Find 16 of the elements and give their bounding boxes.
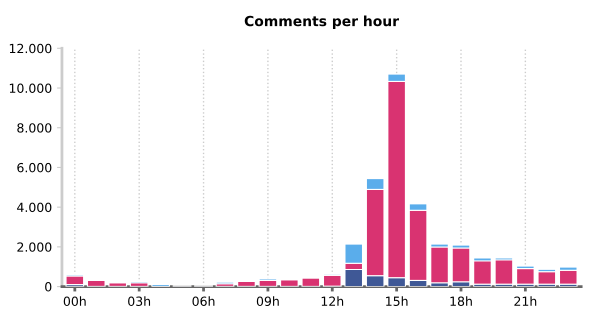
y-tick-label: 4.000 bbox=[17, 202, 52, 212]
x-tick-label: 21h bbox=[514, 296, 536, 306]
x-tick-label: 09h bbox=[256, 296, 279, 306]
y-tick-label: 8.000 bbox=[17, 123, 52, 133]
x-tick-label: 15h bbox=[386, 296, 408, 306]
y-tick-label: 10.000 bbox=[10, 83, 52, 93]
chart-title: Comments per hour bbox=[244, 16, 399, 29]
y-tick-label: 2.000 bbox=[17, 242, 52, 252]
x-tick-label: 06h bbox=[192, 296, 214, 306]
y-tick-label: 0 bbox=[45, 282, 52, 292]
x-tick-label: 03h bbox=[128, 296, 150, 306]
x-tick-label: 12h bbox=[322, 296, 344, 306]
y-tick-label: 6.000 bbox=[17, 162, 52, 172]
x-tick-label: 18h bbox=[450, 296, 472, 306]
x-tick-label: 00h bbox=[64, 296, 86, 306]
y-tick-label: 12.000 bbox=[10, 44, 52, 54]
